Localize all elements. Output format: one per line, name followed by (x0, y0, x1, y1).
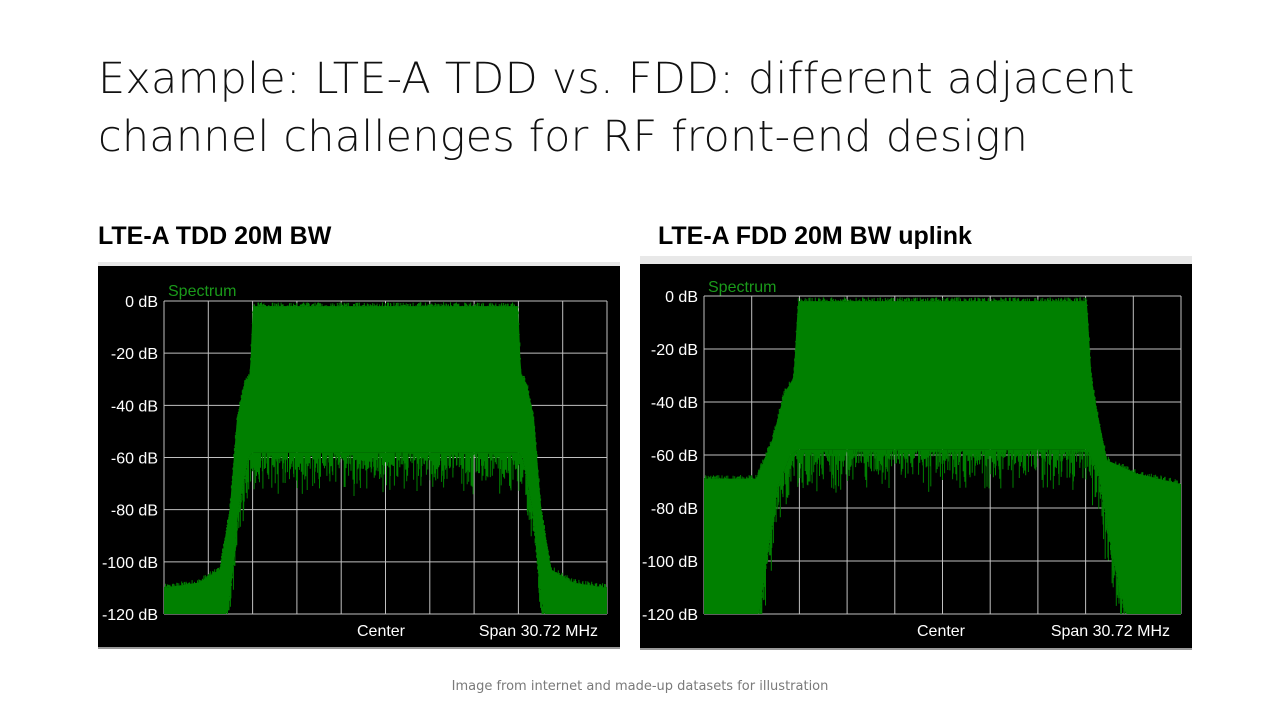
y-tick-label: -40 dB (651, 395, 698, 412)
spectrum-fill (704, 301, 1181, 614)
fdd-spectrum-chart: 0 dB -20 dB -40 dB -60 dB -80 dB -100 dB -120 … (640, 256, 1192, 650)
tdd-chart-heading: LTE-A TDD 20M BW (98, 222, 332, 250)
y-tick-label: -100 dB (102, 555, 158, 572)
y-tick-label: 0 dB (125, 294, 158, 311)
footnote: Image from internet and made-up datasets… (451, 679, 829, 694)
y-tick-label: -60 dB (111, 451, 158, 468)
spectrum-fill (164, 306, 607, 614)
y-tick-label: -60 dB (651, 448, 698, 465)
x-span-label: Span 30.72 MHz (479, 623, 598, 640)
y-tick-label: -120 dB (642, 607, 698, 624)
x-span-label: Span 30.72 MHz (1051, 623, 1170, 640)
spectrum-noise (704, 297, 1181, 614)
fdd-spectrum-svg: 0 dB -20 dB -40 dB -60 dB -80 dB -100 dB -120 … (642, 279, 1182, 640)
x-center-label: Center (357, 623, 406, 640)
y-tick-label: -40 dB (111, 398, 158, 415)
tdd-spectrum-svg: 0 dB -20 dB -40 dB -60 dB -80 dB -100 dB -120 … (102, 283, 608, 640)
y-tick-label: -120 dB (102, 607, 158, 624)
spectrum-trace (704, 297, 1181, 614)
slide-title: Example: LTE-A TDD vs. FDD: different ad… (98, 54, 1135, 162)
tdd-spectrum-chart: 0 dB -20 dB -40 dB -60 dB -80 dB -100 dB -120 … (98, 262, 620, 649)
spectrum-noise (164, 302, 607, 614)
trace-label: Spectrum (168, 283, 236, 300)
y-tick-label: -20 dB (111, 346, 158, 363)
y-tick-label: -100 dB (642, 554, 698, 571)
y-tick-label: 0 dB (665, 289, 698, 306)
spectrum-trace (164, 302, 607, 614)
fdd-chart-heading: LTE-A FDD 20M BW uplink (658, 222, 972, 250)
x-center-label: Center (917, 623, 966, 640)
y-tick-label: -80 dB (651, 501, 698, 518)
y-tick-label: -20 dB (651, 342, 698, 359)
trace-label: Spectrum (708, 279, 776, 296)
y-tick-label: -80 dB (111, 503, 158, 520)
